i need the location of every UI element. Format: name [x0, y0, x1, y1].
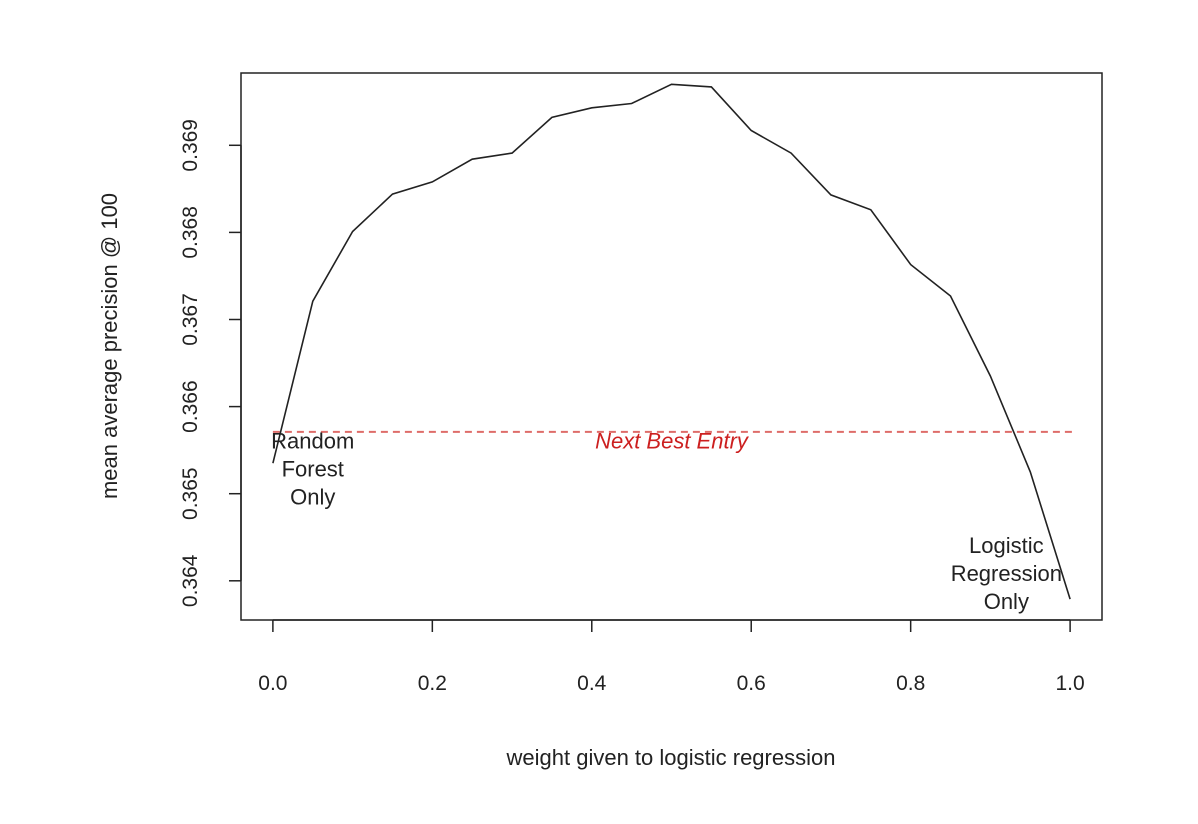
- annotation-label: Next Best Entry: [595, 428, 750, 453]
- annotation-layer: Random Forest Only Next Best Entry Logistic R…: [271, 428, 1062, 614]
- x-axis: 0.0 0.2 0.4 0.6 0.8 1.0: [258, 619, 1085, 695]
- y-tick-label: 0.369: [179, 119, 202, 172]
- x-tick-label: 0.0: [258, 672, 287, 695]
- x-tick-label: 0.6: [737, 672, 766, 695]
- y-axis: 0.364 0.365 0.366 0.367 0.368 0.369: [179, 119, 242, 607]
- x-tick-label: 0.8: [896, 672, 925, 695]
- annotation-line: Logistic: [969, 533, 1044, 558]
- y-axis-title: mean average precision @ 100: [97, 193, 122, 499]
- x-tick-label: 0.2: [418, 672, 447, 695]
- x-tick-label: 1.0: [1056, 672, 1085, 695]
- annotation-label: Logistic Regression Only: [951, 533, 1062, 614]
- y-tick-label: 0.366: [179, 380, 202, 433]
- x-tick-label: 0.4: [577, 672, 607, 695]
- annotation-line: Random: [271, 428, 354, 453]
- map-series-line: [272, 83, 1071, 600]
- y-tick-label: 0.364: [179, 554, 202, 607]
- annotation-line: Regression: [951, 561, 1062, 586]
- annotation-label: Random Forest Only: [271, 428, 354, 509]
- series-layer: [272, 83, 1071, 600]
- annotation-line: Next Best Entry: [595, 428, 750, 453]
- annotation-line: Forest: [282, 456, 344, 481]
- x-axis-title: weight given to logistic regression: [506, 745, 836, 770]
- annotation-line: Only: [984, 589, 1029, 614]
- y-tick-label: 0.368: [179, 206, 202, 259]
- y-tick-label: 0.367: [179, 293, 202, 346]
- y-tick-label: 0.365: [179, 467, 202, 520]
- annotation-line: Only: [290, 484, 335, 509]
